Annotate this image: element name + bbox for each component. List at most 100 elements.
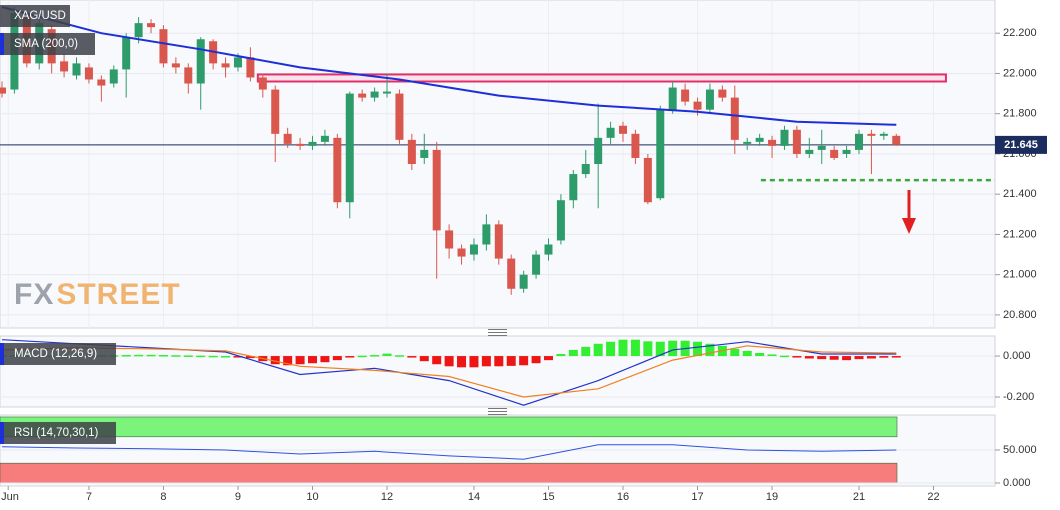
candle-body: [643, 157, 652, 203]
macd-histogram-bar: [357, 355, 367, 358]
legend-label: MACD (12,26,9): [14, 348, 97, 360]
macd-histogram-bar: [556, 354, 566, 357]
macd-histogram-bar: [506, 356, 516, 366]
macd-histogram-bar: [481, 356, 491, 367]
candle-body: [358, 93, 367, 98]
macd-histogram-bar: [158, 355, 168, 357]
macd-histogram-bar: [208, 355, 218, 358]
macd-histogram-bar: [866, 356, 876, 359]
macd-histogram-bar: [494, 356, 504, 367]
y-tick-label: 22.200: [1003, 27, 1037, 39]
macd-histogram-bar: [345, 356, 355, 358]
last-price-box: [995, 135, 1047, 154]
macd-histogram-bar: [879, 356, 889, 358]
macd-histogram-bar: [842, 356, 852, 361]
x-tick-label: 10: [306, 491, 318, 503]
macd-histogram-bar: [419, 356, 429, 362]
candle-body: [72, 63, 81, 76]
macd-histogram-bar: [643, 341, 653, 357]
macd-histogram-bar: [221, 356, 231, 358]
macd-histogram-bar: [767, 354, 777, 357]
candle-body: [296, 143, 305, 146]
candle-body: [830, 149, 839, 158]
macd-histogram-bar: [817, 356, 827, 360]
candle-body: [383, 91, 392, 94]
x-tick-label: 12: [381, 491, 393, 503]
candle-body: [892, 135, 901, 145]
candle-body: [258, 77, 267, 90]
legend-label: RSI (14,70,30,1): [14, 427, 99, 439]
candle-body: [507, 258, 516, 289]
macd-histogram-bar: [320, 356, 330, 363]
macd-histogram-bar: [283, 356, 293, 366]
candle-body: [556, 200, 565, 241]
x-tick-label: 15: [542, 491, 554, 503]
candle-body: [532, 254, 541, 275]
candle-body: [743, 141, 752, 144]
macd-histogram-bar: [630, 339, 640, 357]
macd-histogram-bar: [618, 339, 628, 357]
macd-histogram-bar: [655, 341, 665, 357]
candle-body: [705, 89, 714, 110]
macd-histogram-bar: [307, 356, 317, 364]
logo-prefix: FX: [14, 278, 54, 311]
macd-histogram-bar: [568, 349, 578, 357]
macd-histogram-bar: [730, 348, 740, 357]
x-tick-label: 21: [853, 491, 865, 503]
candle-body: [134, 23, 143, 38]
macd-histogram-bar: [606, 341, 616, 357]
macd-histogram-bar: [543, 356, 553, 361]
candle-body: [805, 149, 814, 154]
candle-body: [631, 133, 640, 158]
macd-histogram-bar: [457, 356, 467, 368]
candle-body: [122, 37, 131, 70]
candle-body: [420, 149, 429, 158]
candle-body: [693, 101, 702, 110]
macd-histogram-bar: [382, 353, 392, 357]
macd-histogram-bar: [531, 356, 541, 364]
candle-body: [320, 135, 329, 142]
y-tick-label: 50.000: [1003, 444, 1037, 456]
macd-histogram-bar: [295, 356, 305, 365]
panel-grip[interactable]: [488, 329, 507, 336]
candle-body: [681, 89, 690, 102]
y-tick-label: 0.000: [1003, 350, 1031, 362]
candle-body: [730, 97, 739, 140]
macd-histogram-bar: [854, 356, 864, 360]
candle-body: [718, 89, 727, 98]
macd-histogram-bar: [519, 356, 529, 366]
macd-histogram-bar: [183, 355, 193, 357]
candle-body: [308, 141, 317, 146]
macd-histogram-bar: [332, 356, 342, 361]
candle-body: [0, 87, 6, 94]
candle-body: [842, 149, 851, 154]
last-price-label: 21.645: [1004, 139, 1038, 151]
macd-histogram-bar: [270, 356, 280, 365]
x-tick-label: Jun: [1, 491, 19, 503]
candle-body: [147, 23, 156, 28]
candle-body: [184, 67, 193, 84]
sma-line: [1, 6, 897, 126]
candle-body: [97, 79, 106, 86]
candle-body: [519, 274, 528, 289]
candle-body: [283, 133, 292, 144]
y-tick-label: 21.200: [1003, 228, 1037, 240]
macd-histogram-bar: [581, 346, 591, 357]
candle-body: [668, 87, 677, 110]
macd-histogram-bar: [134, 354, 144, 357]
macd-histogram-bar: [171, 355, 181, 357]
candle-body: [395, 93, 404, 140]
candle-body: [171, 63, 180, 68]
macd-histogram-bar: [742, 350, 752, 357]
y-tick-label: 21.800: [1003, 108, 1037, 120]
y-tick-label: 21.000: [1003, 269, 1037, 281]
macd-histogram-bar: [779, 355, 789, 358]
rsi-band: [0, 462, 898, 484]
legend-box: [0, 422, 116, 444]
candle-body: [482, 224, 491, 245]
x-tick-label: 17: [691, 491, 703, 503]
panel-grip[interactable]: [488, 408, 507, 415]
y-tick-label: 20.800: [1003, 309, 1037, 321]
macd-histogram-bar: [693, 341, 703, 357]
